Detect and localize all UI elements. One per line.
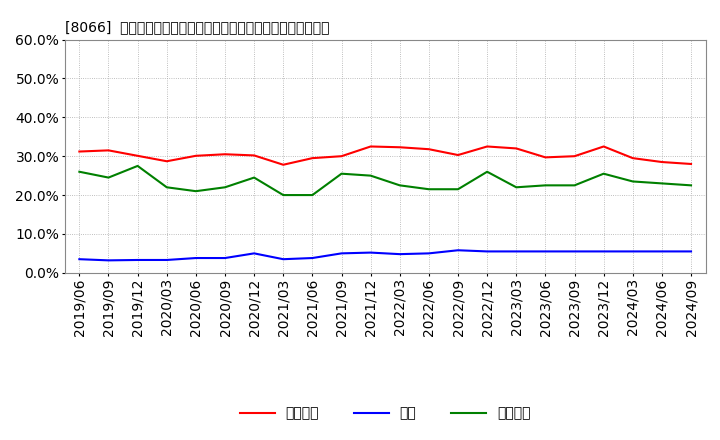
Line: 買入債務: 買入債務 — [79, 166, 691, 195]
買入債務 — [220, 185, 229, 190]
買入債務 — [483, 169, 492, 174]
Legend: 売上債権, 在庫, 買入債務: 売上債権, 在庫, 買入債務 — [234, 401, 536, 426]
在庫 — [687, 249, 696, 254]
売上債権 — [366, 144, 375, 149]
売上債権 — [657, 159, 666, 165]
買入債務 — [308, 192, 317, 198]
買入債務 — [687, 183, 696, 188]
買入債務 — [104, 175, 113, 180]
売上債権 — [570, 154, 579, 159]
在庫 — [163, 257, 171, 263]
売上債権 — [308, 155, 317, 161]
売上債権 — [541, 155, 550, 160]
在庫 — [75, 257, 84, 262]
在庫 — [483, 249, 492, 254]
売上債権 — [279, 162, 287, 167]
売上債権 — [687, 161, 696, 167]
Line: 在庫: 在庫 — [79, 250, 691, 260]
買入債務 — [337, 171, 346, 176]
買入債務 — [599, 171, 608, 176]
売上債権 — [75, 149, 84, 154]
買入債務 — [512, 185, 521, 190]
在庫 — [192, 255, 200, 260]
売上債権 — [163, 158, 171, 164]
売上債権 — [133, 153, 142, 158]
在庫 — [366, 250, 375, 255]
在庫 — [279, 257, 287, 262]
買入債務 — [570, 183, 579, 188]
在庫 — [308, 255, 317, 260]
売上債権 — [599, 144, 608, 149]
在庫 — [629, 249, 637, 254]
売上債権 — [483, 144, 492, 149]
買入債務 — [163, 185, 171, 190]
売上債権 — [512, 146, 521, 151]
売上債権 — [629, 155, 637, 161]
Line: 売上債権: 売上債権 — [79, 147, 691, 165]
在庫 — [599, 249, 608, 254]
在庫 — [454, 248, 462, 253]
在庫 — [425, 251, 433, 256]
在庫 — [395, 252, 404, 257]
売上債権 — [454, 152, 462, 158]
在庫 — [104, 258, 113, 263]
売上債権 — [395, 145, 404, 150]
Text: [8066]  売上債権、在庫、買入債務の総資産に対する比率の推移: [8066] 売上債権、在庫、買入債務の総資産に対する比率の推移 — [65, 20, 329, 34]
在庫 — [512, 249, 521, 254]
買入債務 — [250, 175, 258, 180]
買入債務 — [629, 179, 637, 184]
売上債権 — [337, 154, 346, 159]
売上債権 — [250, 153, 258, 158]
売上債権 — [192, 153, 200, 158]
買入債務 — [133, 163, 142, 169]
売上債権 — [104, 148, 113, 153]
買入債務 — [192, 188, 200, 194]
在庫 — [337, 251, 346, 256]
在庫 — [220, 255, 229, 260]
買入債務 — [454, 187, 462, 192]
在庫 — [133, 257, 142, 263]
買入債務 — [425, 187, 433, 192]
在庫 — [657, 249, 666, 254]
買入債務 — [366, 173, 375, 178]
買入債務 — [75, 169, 84, 174]
買入債務 — [395, 183, 404, 188]
在庫 — [541, 249, 550, 254]
買入債務 — [541, 183, 550, 188]
在庫 — [250, 251, 258, 256]
買入債務 — [279, 192, 287, 198]
売上債権 — [220, 152, 229, 157]
売上債権 — [425, 147, 433, 152]
買入債務 — [657, 181, 666, 186]
在庫 — [570, 249, 579, 254]
